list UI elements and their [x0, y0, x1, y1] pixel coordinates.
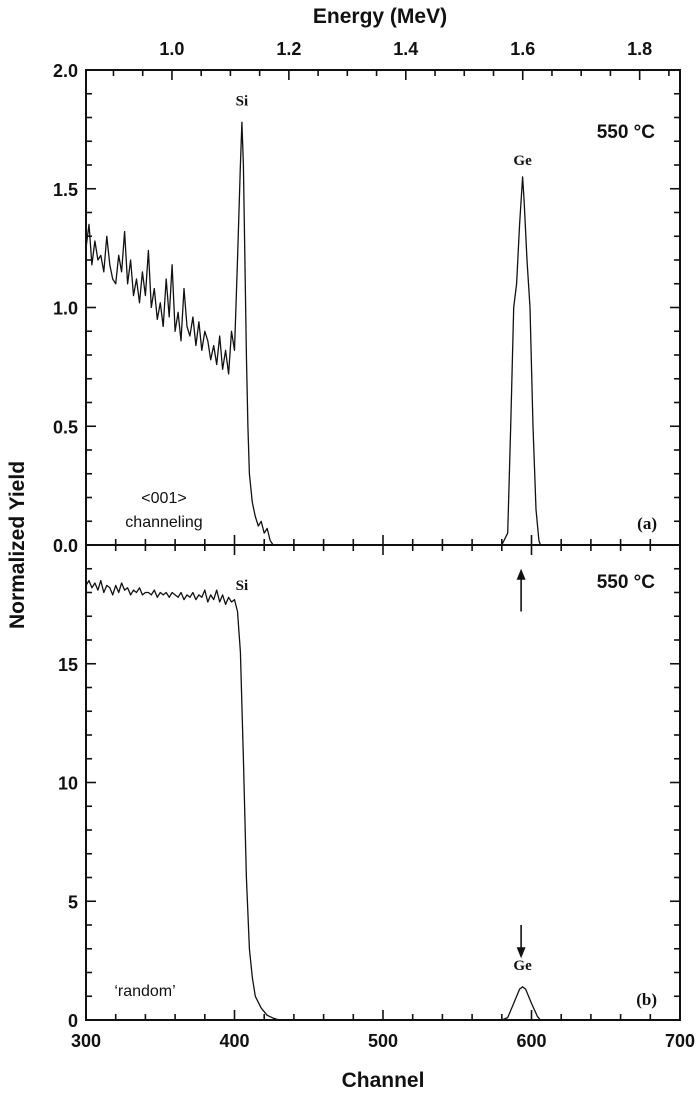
y-tick-label: 0 [68, 1011, 78, 1031]
panel-b-temperature: 550 °C [597, 572, 656, 593]
y-tick-label: 5 [68, 892, 78, 912]
y-tick-label: 1.0 [53, 299, 78, 319]
top-axis-title: Energy (MeV) [313, 5, 447, 28]
top-x-tick-label: 1.0 [159, 39, 184, 59]
x-tick-label: 300 [71, 1031, 101, 1051]
y-tick-label: 1.5 [53, 180, 78, 200]
spectrum-line-panel-a [85, 121, 680, 546]
panel-b-condition: ‘random’ [114, 983, 175, 1000]
peak-label-si: Si [236, 578, 249, 594]
top-x-tick-label: 1.2 [276, 39, 301, 59]
spectrum-line-panel-b [85, 579, 680, 1021]
panel-a-temperature: 550 °C [597, 122, 656, 143]
y-tick-label: 0.5 [53, 417, 78, 437]
y-tick-label: 10 [58, 774, 78, 794]
y-tick-label: 15 [58, 655, 78, 675]
panel-a-label: (a) [637, 514, 657, 533]
top-x-tick-label: 1.8 [627, 39, 652, 59]
arrow-up-icon [516, 568, 526, 580]
x-tick-label: 400 [219, 1031, 249, 1051]
y-axis-title: Normalized Yield [6, 461, 29, 629]
x-axis-title: Channel [342, 1069, 425, 1092]
x-tick-label: 500 [368, 1031, 398, 1051]
peak-label-ge: Ge [513, 958, 532, 974]
y-tick-label: 2.0 [53, 61, 78, 81]
x-tick-label: 600 [516, 1031, 546, 1051]
arrow-down-icon [516, 947, 526, 959]
panel-b-label: (b) [636, 990, 657, 1009]
top-x-tick-label: 1.4 [393, 39, 418, 59]
y-tick-label: 0.0 [53, 536, 78, 556]
peak-label-si: Si [236, 94, 249, 110]
data-series: Si Ge Si Ge [85, 94, 680, 1021]
panel-a-condition-line1: <001> [141, 490, 186, 507]
panel-a-condition-line2: channeling [125, 514, 202, 531]
x-tick-label: 700 [665, 1031, 695, 1051]
peak-label-ge: Ge [513, 153, 532, 169]
top-x-tick-label: 1.6 [510, 39, 535, 59]
